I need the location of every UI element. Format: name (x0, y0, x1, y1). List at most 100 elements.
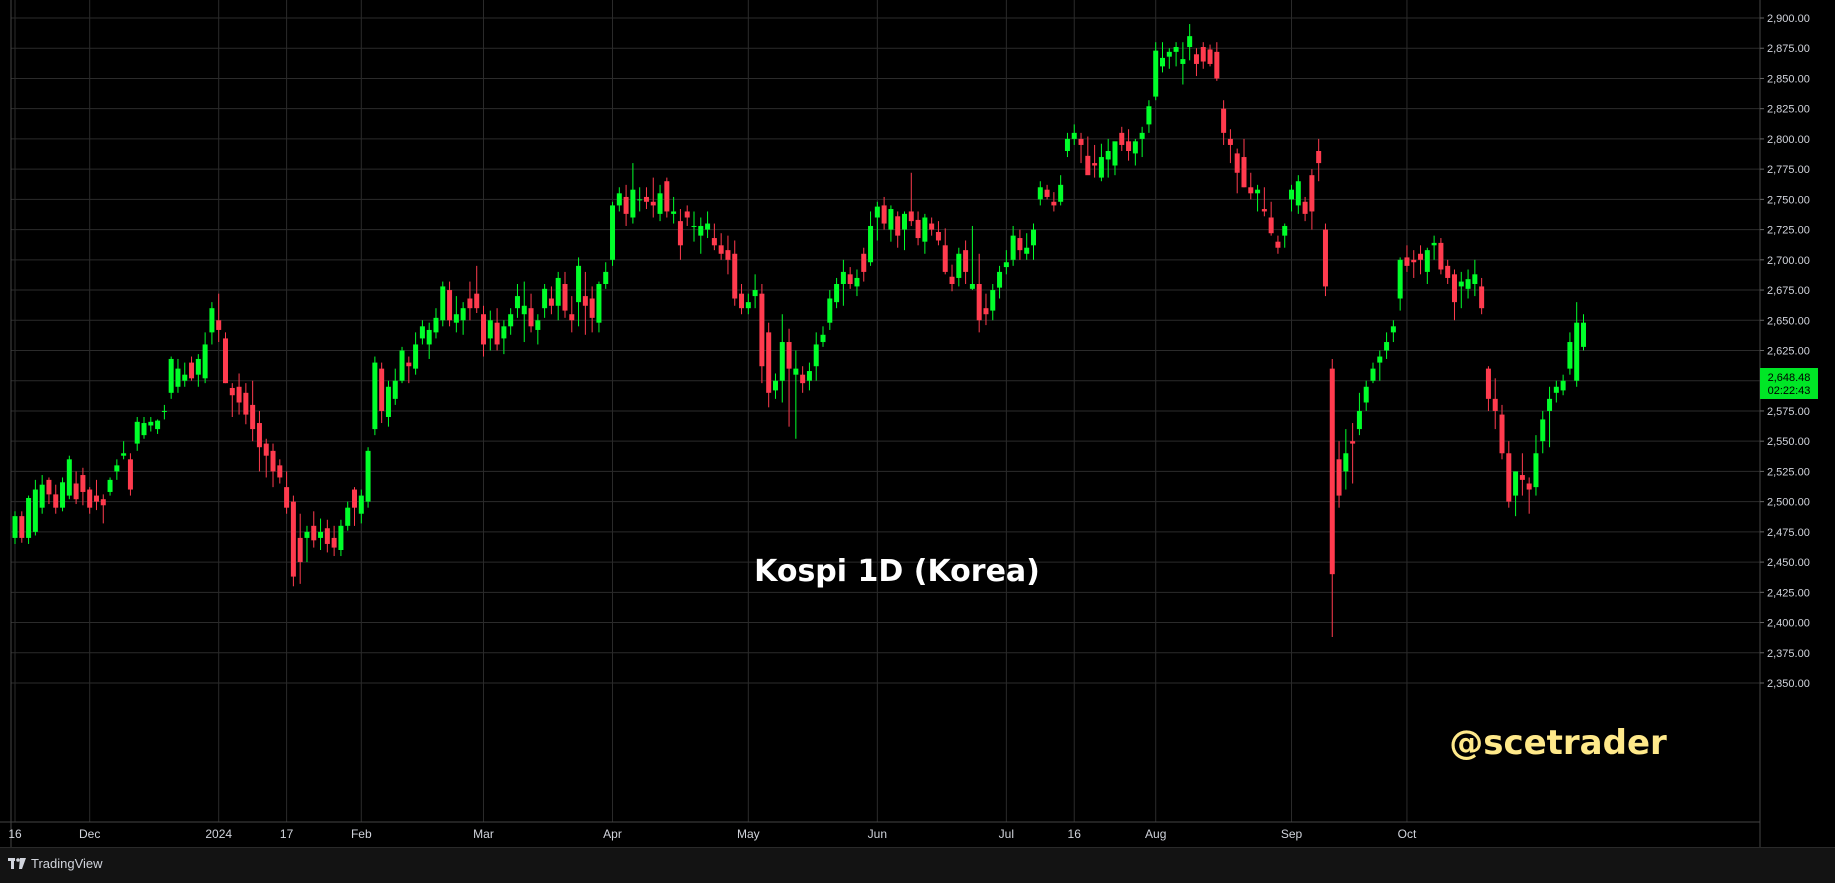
candle[interactable] (1153, 42, 1159, 101)
candle[interactable] (481, 305, 487, 357)
candle[interactable] (1112, 141, 1118, 176)
candle[interactable] (1445, 259, 1451, 284)
candle[interactable] (1356, 392, 1362, 436)
candle[interactable] (1329, 358, 1335, 638)
candle[interactable] (182, 362, 188, 387)
candle[interactable] (528, 293, 534, 333)
candle[interactable] (705, 211, 711, 239)
candle[interactable] (820, 326, 826, 347)
candle[interactable] (168, 356, 174, 399)
candle[interactable] (1282, 223, 1288, 248)
candle[interactable] (1384, 332, 1390, 359)
candle[interactable] (881, 196, 887, 230)
candle[interactable] (270, 443, 276, 488)
candle[interactable] (793, 350, 799, 439)
candle[interactable] (39, 475, 45, 514)
candle[interactable] (718, 233, 724, 260)
candle[interactable] (908, 172, 914, 226)
candle[interactable] (1132, 138, 1138, 166)
candle[interactable] (1485, 366, 1491, 411)
candle[interactable] (664, 177, 670, 218)
candle[interactable] (250, 380, 256, 442)
candle[interactable] (440, 281, 446, 327)
candle[interactable] (623, 184, 629, 226)
candle[interactable] (399, 346, 405, 384)
candle[interactable] (474, 265, 480, 314)
candle[interactable] (1424, 247, 1430, 284)
candle[interactable] (779, 314, 785, 403)
candle[interactable] (786, 328, 792, 427)
candle[interactable] (141, 417, 147, 439)
candle[interactable] (935, 221, 941, 246)
candle[interactable] (650, 177, 656, 218)
candle[interactable] (338, 519, 344, 557)
candle[interactable] (942, 228, 948, 275)
candle[interactable] (1248, 172, 1254, 200)
candle[interactable] (60, 477, 66, 512)
candle[interactable] (1411, 250, 1417, 278)
candle[interactable] (983, 293, 989, 326)
candle[interactable] (1540, 410, 1546, 454)
candle[interactable] (256, 410, 262, 472)
candle[interactable] (854, 269, 860, 297)
candle[interactable] (637, 187, 643, 212)
candle[interactable] (1234, 148, 1240, 194)
candle[interactable] (596, 281, 602, 333)
candle[interactable] (1193, 48, 1199, 77)
candle[interactable] (358, 489, 364, 524)
candle[interactable] (406, 356, 412, 384)
candle[interactable] (1404, 245, 1410, 272)
candle[interactable] (711, 223, 717, 251)
candle[interactable] (1472, 259, 1478, 297)
candle[interactable] (1322, 223, 1328, 297)
candle[interactable] (1533, 435, 1539, 496)
candle[interactable] (1200, 42, 1206, 69)
candle[interactable] (976, 253, 982, 333)
candle[interactable] (222, 332, 228, 384)
candle[interactable] (677, 209, 683, 260)
candle[interactable] (684, 205, 690, 226)
candle[interactable] (603, 262, 609, 289)
candle[interactable] (1146, 100, 1152, 133)
candle[interactable] (874, 201, 880, 241)
candle[interactable] (1316, 138, 1322, 182)
candle[interactable] (433, 308, 439, 339)
candle[interactable] (691, 211, 697, 242)
candle[interactable] (1513, 471, 1519, 517)
candle[interactable] (243, 383, 249, 425)
candle[interactable] (1295, 175, 1301, 214)
candle[interactable] (1187, 24, 1193, 61)
candle[interactable] (963, 240, 969, 284)
candle[interactable] (956, 247, 962, 287)
candle[interactable] (521, 281, 527, 343)
candle[interactable] (1289, 184, 1295, 212)
candle[interactable] (969, 225, 975, 291)
candle[interactable] (745, 293, 751, 315)
candle[interactable] (1071, 124, 1077, 145)
candle[interactable] (467, 281, 473, 321)
candle[interactable] (216, 293, 222, 343)
candle[interactable] (990, 284, 996, 321)
candle[interactable] (752, 274, 758, 309)
candle[interactable] (800, 366, 806, 393)
candle[interactable] (1479, 277, 1485, 315)
candle[interactable] (827, 290, 833, 330)
candle[interactable] (297, 513, 303, 584)
candle[interactable] (555, 271, 561, 321)
candle[interactable] (657, 184, 663, 222)
candle[interactable] (1377, 350, 1383, 381)
candles[interactable] (12, 24, 1586, 638)
candle[interactable] (1255, 184, 1261, 212)
candle[interactable] (895, 211, 901, 248)
candle[interactable] (1390, 320, 1396, 343)
candle[interactable] (1465, 269, 1471, 299)
candle[interactable] (562, 271, 568, 318)
candle[interactable] (1214, 42, 1220, 81)
candle[interactable] (1180, 42, 1186, 85)
candle[interactable] (847, 267, 853, 289)
candle[interactable] (1119, 126, 1125, 151)
candle[interactable] (1580, 314, 1586, 351)
candle[interactable] (1166, 48, 1172, 69)
candle[interactable] (487, 310, 493, 351)
candle[interactable] (1010, 225, 1016, 266)
